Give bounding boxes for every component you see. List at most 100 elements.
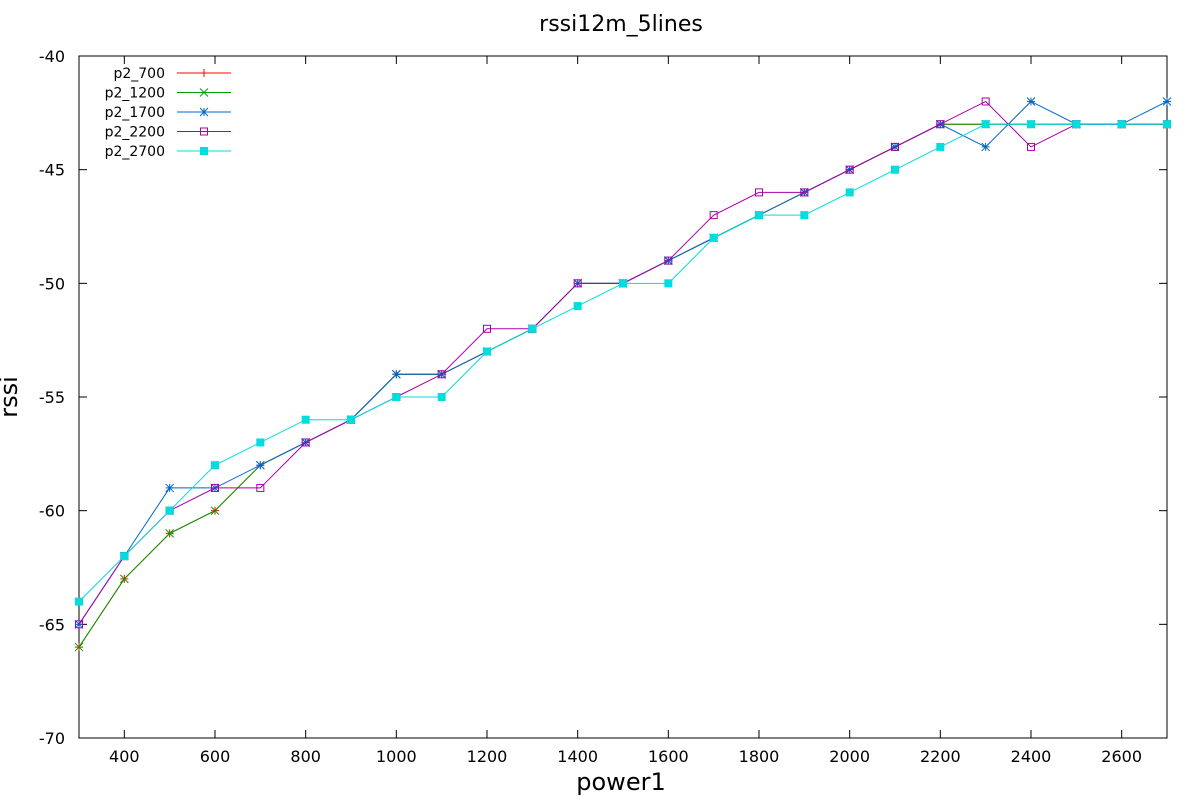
- x-tick-label: 800: [290, 747, 321, 766]
- legend-marker: [200, 147, 208, 155]
- data-point: [936, 120, 945, 129]
- y-axis-title: rssi: [0, 376, 23, 418]
- data-point: [755, 211, 763, 220]
- data-point: [800, 188, 809, 197]
- data-point: [165, 529, 175, 538]
- data-point: [483, 347, 491, 356]
- y-tick-label: -65: [39, 615, 65, 634]
- x-tick-label: 1200: [467, 747, 508, 766]
- data-point: [755, 188, 763, 197]
- series-line-p2-700: [78, 123, 1167, 648]
- data-point: [74, 619, 84, 629]
- data-point: [347, 415, 355, 424]
- data-point: [981, 120, 990, 129]
- data-point: [391, 369, 401, 379]
- legend: p2_700 p2_1200 p2_1700 p2_2200 p2_2700: [105, 66, 231, 160]
- series-layer: [74, 97, 1172, 652]
- x-tick-label: 2400: [1011, 747, 1052, 766]
- data-point: [255, 460, 265, 470]
- x-tick-label: 2000: [829, 747, 870, 766]
- series-p2-2200: [75, 97, 1171, 629]
- data-point: [165, 483, 175, 493]
- data-point: [211, 461, 219, 470]
- legend-label: p2_2200: [105, 125, 165, 141]
- data-point: [1163, 120, 1171, 129]
- data-point: [74, 642, 84, 652]
- series-line-p2-1200: [78, 123, 1167, 648]
- data-point: [845, 188, 854, 197]
- data-point: [1117, 120, 1126, 129]
- data-point: [301, 415, 310, 424]
- series-p2-2700: [75, 120, 1171, 606]
- data-point: [210, 506, 220, 516]
- legend-label: p2_1700: [105, 105, 165, 121]
- series-line-p2-2700: [78, 123, 1167, 602]
- data-point: [664, 256, 673, 265]
- data-point: [1072, 120, 1081, 129]
- y-tick-label: -45: [39, 161, 65, 180]
- data-point: [75, 620, 83, 629]
- x-tick-label: 600: [200, 747, 231, 766]
- legend-marker: [199, 107, 209, 117]
- legend-marker: [199, 88, 209, 97]
- data-point: [891, 165, 899, 174]
- data-point: [1162, 97, 1172, 106]
- data-point: [573, 279, 582, 288]
- data-point: [1027, 142, 1035, 151]
- x-tick-label: 400: [109, 747, 140, 766]
- data-point: [664, 279, 673, 288]
- data-point: [437, 370, 446, 379]
- legend-marker: [200, 69, 208, 77]
- series-p2-1700: [74, 97, 1172, 629]
- x-tick-label: 1800: [739, 747, 780, 766]
- data-point: [981, 142, 991, 152]
- x-tick-label: 1600: [648, 747, 689, 766]
- x-axis-title: power1: [576, 768, 665, 796]
- data-point: [256, 438, 265, 447]
- legend-label: p2_700: [113, 66, 165, 82]
- series-p2-700: [75, 120, 1171, 652]
- data-point: [165, 506, 174, 515]
- data-point: [211, 483, 219, 492]
- data-point: [709, 233, 718, 242]
- y-tick-label: -40: [39, 47, 65, 66]
- legend-label: p2_1200: [105, 86, 165, 102]
- data-point: [845, 165, 854, 174]
- y-tick-label: -55: [39, 388, 65, 407]
- data-point: [1026, 97, 1036, 106]
- x-tick-label: 2600: [1101, 747, 1142, 766]
- x-tick-label: 2200: [920, 747, 961, 766]
- x-tick-label: 1400: [557, 747, 598, 766]
- data-point: [573, 302, 582, 311]
- data-point: [619, 279, 627, 288]
- series-line-p2-1700: [78, 100, 1168, 625]
- data-point: [528, 324, 537, 333]
- x-tick-label: 1000: [376, 747, 417, 766]
- legend-label: p2_2700: [105, 144, 165, 160]
- series-line-p2-2200: [78, 100, 1167, 625]
- data-point: [936, 142, 945, 151]
- data-point: [75, 597, 83, 606]
- data-point: [981, 97, 990, 106]
- data-point: [392, 393, 401, 401]
- data-point: [1027, 120, 1035, 129]
- y-tick-label: -50: [39, 274, 65, 293]
- series-p2-1200: [74, 119, 1172, 652]
- plot-border: [78, 55, 1168, 739]
- data-point: [437, 393, 446, 401]
- data-point: [120, 552, 129, 561]
- data-point: [119, 574, 129, 584]
- data-point: [256, 483, 265, 492]
- data-point: [800, 211, 809, 220]
- legend-marker: [200, 127, 208, 136]
- y-tick-label: -70: [39, 729, 65, 748]
- data-point: [891, 142, 899, 151]
- data-point: [301, 438, 310, 447]
- chart-title: rssi12m_5lines: [539, 12, 703, 37]
- data-point: [483, 324, 491, 333]
- data-point: [709, 211, 718, 220]
- axes: 400 600 800 1000 1200 1400 1600 1800 2000 2200 240…: [39, 47, 1168, 766]
- y-tick-label: -60: [39, 502, 65, 521]
